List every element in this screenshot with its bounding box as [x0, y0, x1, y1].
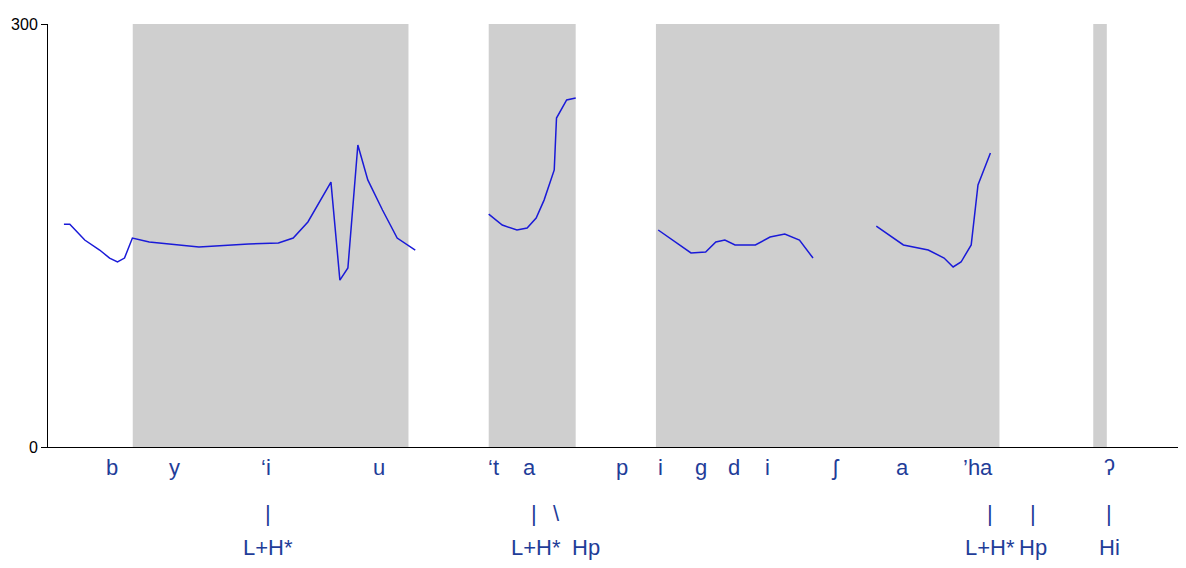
svg-text:L+H*: L+H* — [511, 535, 561, 560]
svg-text:p: p — [616, 455, 628, 480]
svg-text:Hp: Hp — [1019, 535, 1047, 560]
svg-text:i: i — [658, 455, 663, 480]
svg-text:Hp: Hp — [572, 535, 600, 560]
svg-text:‘i: ‘i — [261, 455, 271, 480]
svg-text:|: | — [531, 501, 537, 526]
svg-text:a: a — [523, 455, 536, 480]
svg-text:|: | — [265, 501, 271, 526]
svg-text:L+H*: L+H* — [965, 535, 1015, 560]
svg-text:L+H*: L+H* — [243, 535, 293, 560]
svg-text:d: d — [728, 455, 740, 480]
svg-text:|: | — [1030, 501, 1036, 526]
svg-text:a: a — [896, 455, 909, 480]
svg-text:i: i — [765, 455, 770, 480]
svg-text:ʔ: ʔ — [1104, 455, 1115, 480]
svg-text:0: 0 — [29, 439, 38, 456]
svg-text:|: | — [1106, 501, 1112, 526]
svg-text:’ha: ’ha — [963, 455, 993, 480]
svg-text:y: y — [169, 455, 180, 480]
svg-text:ʃ: ʃ — [831, 455, 840, 480]
svg-text:b: b — [106, 455, 118, 480]
svg-text:u: u — [373, 455, 385, 480]
svg-text:Hi: Hi — [1099, 535, 1120, 560]
svg-text:|: | — [987, 501, 993, 526]
svg-text:‘t: ‘t — [488, 455, 499, 480]
svg-text:\: \ — [553, 501, 560, 526]
svg-text:300: 300 — [11, 16, 38, 33]
svg-text:g: g — [695, 455, 707, 480]
